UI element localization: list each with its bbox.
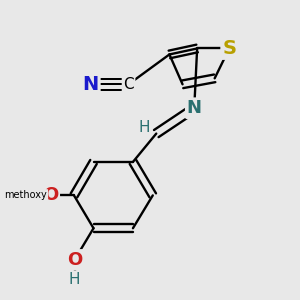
Text: N: N bbox=[82, 75, 99, 94]
Text: H: H bbox=[139, 120, 150, 135]
Text: O: O bbox=[43, 186, 58, 204]
Text: methoxy: methoxy bbox=[4, 190, 47, 200]
Text: H: H bbox=[69, 272, 80, 287]
Text: C: C bbox=[123, 77, 134, 92]
Text: S: S bbox=[222, 39, 236, 58]
Text: O: O bbox=[67, 251, 82, 269]
Text: N: N bbox=[187, 99, 202, 117]
